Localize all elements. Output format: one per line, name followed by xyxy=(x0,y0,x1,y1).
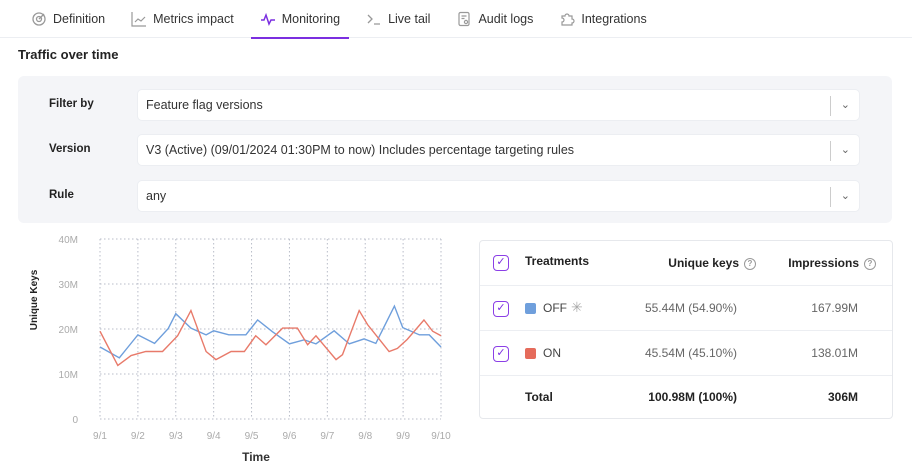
filter-panel: Filter by Feature flag versions ⌄ Version… xyxy=(18,76,892,223)
tab-monitoring[interactable]: Monitoring xyxy=(250,0,350,39)
table-row: ✓ OFF ✳ 55.44M (54.90%) 167.99M xyxy=(480,286,892,331)
total-label: Total xyxy=(525,390,553,404)
x-tick-label: 9/2 xyxy=(131,431,145,442)
y-tick-label: 40M xyxy=(59,235,78,246)
rule-select[interactable]: any ⌄ xyxy=(137,180,860,212)
series-line-1 xyxy=(99,308,442,367)
tab-label: Definition xyxy=(53,12,106,26)
x-tick-label: 9/3 xyxy=(169,431,183,442)
rule-label: Rule xyxy=(49,189,74,201)
divider xyxy=(830,141,831,161)
impressions-header: Impressions xyxy=(788,256,859,270)
color-swatch xyxy=(525,348,536,359)
tab-metrics-impact[interactable]: Metrics impact xyxy=(122,0,243,38)
filter-by-label: Filter by xyxy=(49,98,94,110)
y-tick-label: 10M xyxy=(59,370,78,381)
chevron-down-icon[interactable]: ⌄ xyxy=(840,144,850,156)
section-title: Traffic over time xyxy=(18,47,119,62)
impressions-value: 167.99M xyxy=(811,301,858,315)
x-tick-label: 9/5 xyxy=(245,431,259,442)
document-search-icon xyxy=(456,11,472,27)
unique-keys-value: 45.54M (45.10%) xyxy=(644,346,737,360)
treatment-name: OFF xyxy=(543,301,567,315)
tab-definition[interactable]: Definition xyxy=(22,0,114,38)
tab-live-tail[interactable]: Live tail xyxy=(357,0,439,38)
impressions-value: 138.01M xyxy=(811,346,858,360)
divider xyxy=(830,96,831,116)
x-tick-label: 9/4 xyxy=(207,431,221,442)
tab-label: Live tail xyxy=(388,12,431,26)
version-select[interactable]: V3 (Active) (09/01/2024 01:30PM to now) … xyxy=(137,134,860,166)
treatment-checkbox[interactable]: ✓ xyxy=(493,346,509,362)
treatment-checkbox[interactable]: ✓ xyxy=(493,301,509,317)
version-label: Version xyxy=(49,143,91,155)
traffic-line-chart: 0 10M 20M 30M 40M 9/1 9/2 9/3 9/4 9/5 9/6 9/7 9/8 9/9… xyxy=(29,235,451,464)
tab-integrations[interactable]: Integrations xyxy=(550,0,655,38)
select-value: V3 (Active) (09/01/2024 01:30PM to now) … xyxy=(146,143,575,157)
y-tick-label: 20M xyxy=(59,325,78,336)
select-value: Feature flag versions xyxy=(146,98,263,112)
x-tick-label: 9/8 xyxy=(358,431,372,442)
unique-keys-value: 55.44M (54.90%) xyxy=(644,301,737,315)
tab-bar: Definition Metrics impact Monitoring Liv… xyxy=(0,0,912,39)
pulse-icon xyxy=(260,11,276,27)
asterisk-icon: ✳ xyxy=(571,299,583,315)
y-tick-label: 0 xyxy=(72,415,78,426)
select-all-checkbox[interactable]: ✓ xyxy=(493,255,509,271)
y-axis-label: Unique Keys xyxy=(29,269,40,330)
help-icon[interactable]: ? xyxy=(864,257,876,270)
terminal-icon xyxy=(366,11,382,27)
filter-by-select[interactable]: Feature flag versions ⌄ xyxy=(137,89,860,121)
treatment-name: ON xyxy=(543,346,561,360)
x-axis-label: Time xyxy=(242,450,270,464)
tab-label: Audit logs xyxy=(478,12,534,26)
series-line-0 xyxy=(99,304,442,359)
x-tick-label: 9/10 xyxy=(431,431,451,442)
x-tick-label: 9/6 xyxy=(282,431,296,442)
treatments-table: ✓ Treatments Unique keys? Impressions? ✓… xyxy=(479,240,893,419)
help-icon[interactable]: ? xyxy=(744,257,756,270)
version-row: Version V3 (Active) (09/01/2024 01:30PM … xyxy=(18,134,892,166)
x-tick-label: 9/1 xyxy=(93,431,107,442)
select-value: any xyxy=(146,189,167,203)
total-row: Total 100.98M (100%) 306M xyxy=(480,376,892,421)
tab-audit-logs[interactable]: Audit logs xyxy=(447,0,542,38)
chevron-down-icon[interactable]: ⌄ xyxy=(840,190,850,202)
total-impressions: 306M xyxy=(827,390,858,404)
filter-by-row: Filter by Feature flag versions ⌄ xyxy=(18,89,892,121)
x-tick-label: 9/9 xyxy=(396,431,410,442)
treatments-header: Treatments xyxy=(525,254,590,268)
target-icon xyxy=(31,11,47,27)
color-swatch xyxy=(525,303,536,314)
table-header: ✓ Treatments Unique keys? Impressions? xyxy=(480,241,892,286)
tab-label: Monitoring xyxy=(281,12,341,26)
table-row: ✓ ON 45.54M (45.10%) 138.01M xyxy=(480,331,892,376)
rule-row: Rule any ⌄ xyxy=(18,180,892,212)
tab-label: Metrics impact xyxy=(153,12,234,26)
line-chart-icon xyxy=(131,11,147,27)
tab-label: Integrations xyxy=(581,12,647,26)
puzzle-icon xyxy=(559,11,575,27)
chevron-down-icon[interactable]: ⌄ xyxy=(840,99,850,111)
divider xyxy=(830,187,831,207)
y-tick-label: 30M xyxy=(59,280,78,291)
x-tick-label: 9/7 xyxy=(320,431,334,442)
unique-keys-header: Unique keys xyxy=(668,256,739,270)
total-unique-keys: 100.98M (100%) xyxy=(648,390,737,404)
